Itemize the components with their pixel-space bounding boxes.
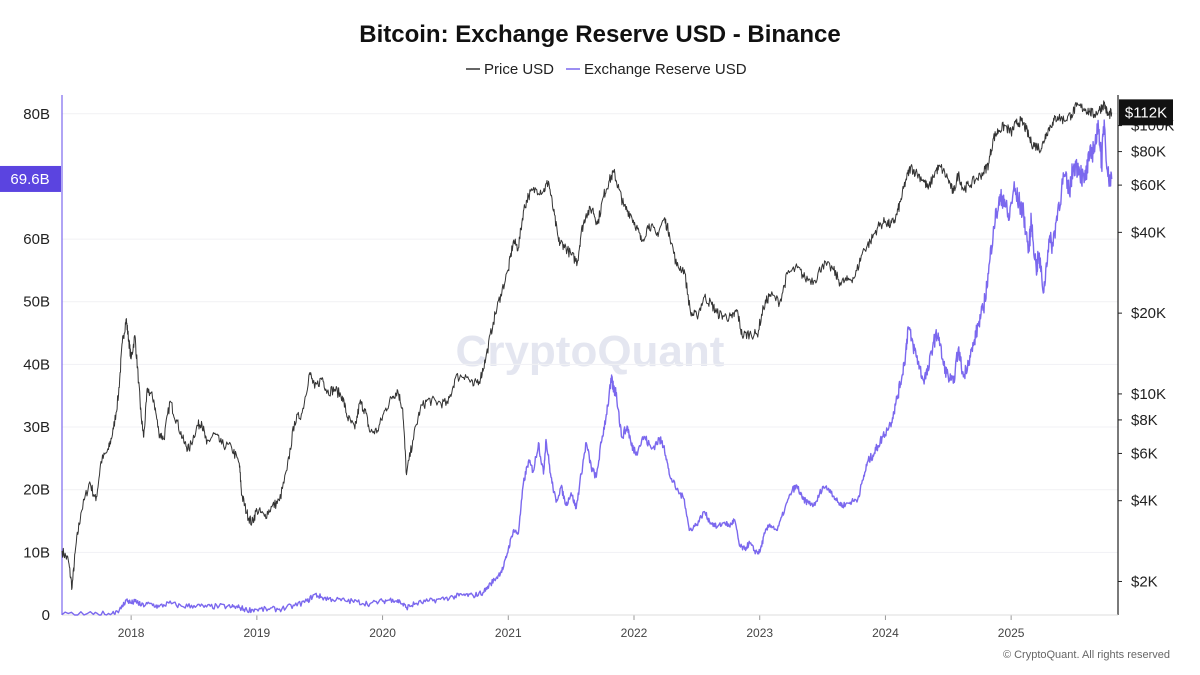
legend-price-label[interactable]: Price USD: [484, 61, 554, 78]
left-tick-label: 0: [42, 607, 50, 624]
right-axis: $2K$4K$6K$8K$10K$20K$40K$60K$80K$100K: [1117, 95, 1174, 615]
right-tick-label: $4K: [1131, 493, 1158, 510]
right-tick-label: $20K: [1131, 305, 1166, 322]
x-tick-label: 2020: [369, 626, 396, 640]
right-current-badge: [1119, 99, 1173, 126]
exchange-reserve-line: [61, 119, 1113, 616]
right-tick-label: $60K: [1131, 177, 1166, 194]
left-current-value: 69.6B: [10, 171, 49, 188]
left-tick-label: 80B: [23, 106, 50, 123]
left-tick-label: 20B: [23, 482, 50, 499]
left-current-badge: [0, 165, 61, 192]
left-tick-label: 60B: [23, 231, 50, 248]
legend: Price USD Exchange Reserve USD: [466, 61, 747, 78]
x-tick-label: 2021: [495, 626, 522, 640]
copyright: © CryptoQuant. All rights reserved: [1003, 649, 1170, 661]
x-tick-label: 2023: [746, 626, 773, 640]
x-tick-label: 2018: [118, 626, 145, 640]
x-tick-label: 2025: [998, 626, 1025, 640]
value-badges: 69.6B $112K: [0, 99, 1173, 192]
legend-reserve-label[interactable]: Exchange Reserve USD: [584, 61, 747, 78]
right-tick-label: $10K: [1131, 386, 1166, 403]
left-tick-label: 30B: [23, 419, 50, 436]
right-tick-label: $6K: [1131, 445, 1158, 462]
right-tick-label: $8K: [1131, 412, 1158, 429]
right-tick-label: $2K: [1131, 573, 1158, 590]
chart-title: Bitcoin: Exchange Reserve USD - Binance: [359, 21, 840, 48]
left-tick-label: 40B: [23, 356, 50, 373]
x-tick-label: 2024: [872, 626, 899, 640]
watermark: CryptoQuant: [456, 327, 725, 376]
right-tick-label: $40K: [1131, 224, 1166, 241]
right-tick-label: $80K: [1131, 144, 1166, 161]
price-usd-line: [61, 100, 1113, 590]
left-tick-label: 10B: [23, 544, 50, 561]
left-tick-label: 50B: [23, 294, 50, 311]
series-layer: [61, 100, 1113, 616]
right-current-value: $112K: [1125, 104, 1167, 121]
x-tick-label: 2022: [621, 626, 648, 640]
x-tick-label: 2019: [244, 626, 271, 640]
x-axis: 2018 2019 2020 2021 2022 2023 2024 2025: [62, 614, 1118, 640]
